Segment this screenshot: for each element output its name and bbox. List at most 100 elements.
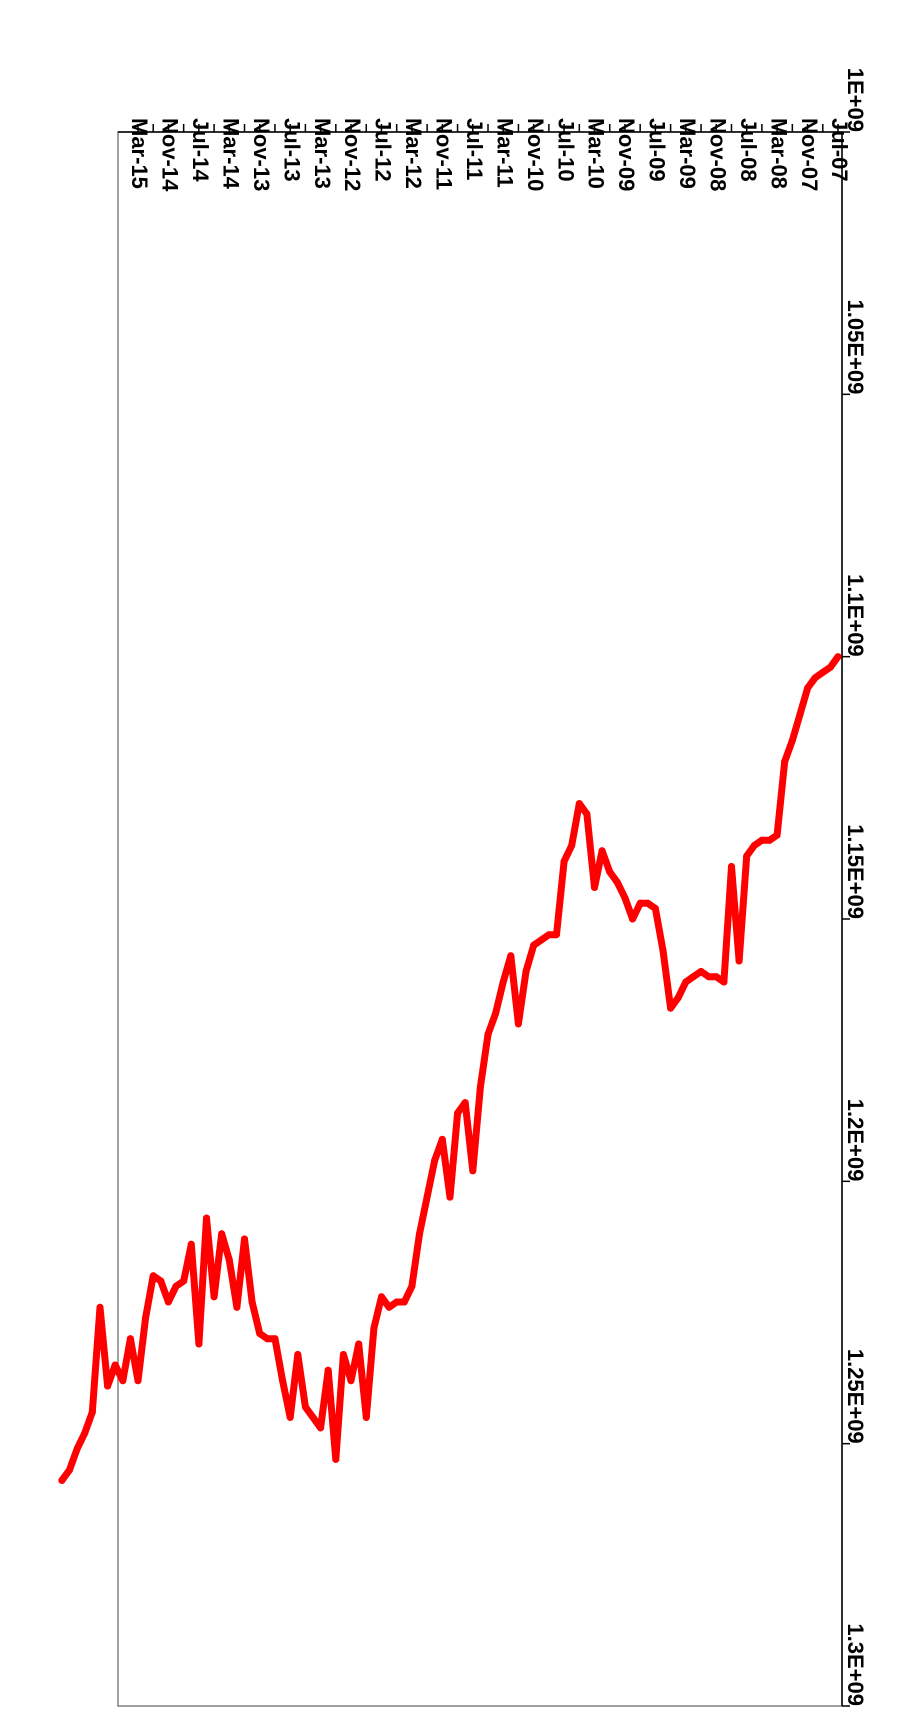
data-point-57 <box>400 1298 408 1306</box>
data-point-76 <box>256 1330 264 1337</box>
y-tick-label-1: 1.05E+09 <box>843 300 868 395</box>
x-tick-label-19: Nov-13 <box>249 118 274 191</box>
data-point-96 <box>104 1382 112 1390</box>
data-point-46 <box>484 1030 492 1038</box>
data-point-23 <box>659 947 667 954</box>
data-point-79 <box>233 1303 241 1311</box>
data-point-22 <box>667 1004 675 1012</box>
data-point-61 <box>370 1324 378 1332</box>
data-point-44 <box>499 978 507 986</box>
x-tick-label-6: Jul-09 <box>645 118 670 182</box>
data-point-81 <box>218 1230 226 1238</box>
data-point-24 <box>651 905 659 912</box>
data-point-82 <box>210 1293 218 1301</box>
data-point-27 <box>629 915 637 923</box>
data-point-52 <box>438 1135 446 1143</box>
data-point-47 <box>476 1083 484 1091</box>
x-tick-label-5: Mar-09 <box>675 118 700 189</box>
data-point-9 <box>766 836 773 844</box>
data-point-34 <box>575 800 583 808</box>
x-tick-label-9: Jul-10 <box>553 118 578 182</box>
data-point-14 <box>728 863 735 870</box>
x-tick-label-7: Nov-09 <box>614 118 639 191</box>
y-tick-label-4: 1.2E+09 <box>843 1099 868 1182</box>
data-point-18 <box>697 968 705 975</box>
data-point-78 <box>241 1235 248 1243</box>
y-tick-label-5: 1.25E+09 <box>843 1349 868 1444</box>
y-tick-label-0: 1E+09 <box>843 68 868 132</box>
data-point-48 <box>469 1167 477 1175</box>
x-tick-label-8: Mar-10 <box>584 118 609 189</box>
data-point-68 <box>317 1424 325 1432</box>
data-point-88 <box>164 1298 172 1306</box>
data-point-67 <box>324 1366 332 1374</box>
data-point-19 <box>689 973 697 981</box>
data-point-99 <box>81 1429 89 1437</box>
data-point-71 <box>294 1351 302 1358</box>
data-point-15 <box>720 978 728 986</box>
data-point-73 <box>279 1377 287 1385</box>
data-point-84 <box>195 1340 203 1348</box>
data-point-45 <box>492 1009 500 1017</box>
x-tick-label-18: Jul-13 <box>279 118 304 182</box>
data-point-37 <box>553 931 560 939</box>
data-point-25 <box>644 899 652 907</box>
data-point-77 <box>248 1298 256 1306</box>
data-point-32 <box>591 884 598 891</box>
data-point-2 <box>819 668 827 676</box>
plot-area-border <box>117 131 843 1707</box>
data-point-20 <box>682 978 690 986</box>
x-tick-label-12: Jul-11 <box>462 118 487 180</box>
data-point-89 <box>157 1277 165 1285</box>
data-point-5 <box>796 710 804 718</box>
data-point-101 <box>66 1466 73 1474</box>
data-point-35 <box>568 842 576 849</box>
data-point-97 <box>96 1303 104 1311</box>
data-point-74 <box>271 1335 279 1343</box>
data-point-12 <box>743 852 751 860</box>
data-point-50 <box>454 1109 462 1117</box>
data-point-59 <box>385 1303 393 1311</box>
series-group <box>58 653 842 1484</box>
x-tick-label-17: Mar-13 <box>310 118 335 189</box>
data-point-65 <box>339 1351 347 1358</box>
data-point-36 <box>560 857 568 865</box>
data-point-100 <box>73 1445 81 1453</box>
data-point-30 <box>606 868 614 876</box>
data-point-28 <box>621 894 629 902</box>
x-tick-label-1: Nov-07 <box>797 118 822 191</box>
data-point-93 <box>126 1335 134 1343</box>
data-point-66 <box>332 1455 340 1463</box>
data-point-95 <box>111 1361 119 1369</box>
data-point-92 <box>134 1377 142 1385</box>
y-axis-ticks <box>842 131 850 1707</box>
data-point-41 <box>522 968 530 975</box>
data-point-62 <box>362 1413 370 1421</box>
data-point-63 <box>355 1340 363 1348</box>
data-point-38 <box>545 931 553 939</box>
data-point-7 <box>781 758 789 766</box>
data-point-42 <box>514 1020 522 1028</box>
data-point-72 <box>286 1413 294 1421</box>
x-tick-label-21: Jul-14 <box>188 118 213 182</box>
data-point-13 <box>735 957 743 965</box>
data-point-98 <box>88 1408 96 1416</box>
x-tick-label-4: Nov-08 <box>705 118 730 191</box>
data-point-51 <box>446 1193 454 1201</box>
data-point-53 <box>431 1156 439 1164</box>
x-tick-label-0: Jul-07 <box>827 118 852 182</box>
data-point-6 <box>788 737 796 745</box>
data-point-70 <box>301 1403 309 1411</box>
data-point-87 <box>172 1282 180 1290</box>
x-tick-label-20: Mar-14 <box>218 118 243 190</box>
data-point-16 <box>712 973 720 981</box>
y-tick-label-2: 1.1E+09 <box>843 574 868 657</box>
data-point-49 <box>461 1099 469 1107</box>
data-point-10 <box>758 836 766 844</box>
data-point-56 <box>408 1282 416 1290</box>
data-point-102 <box>58 1476 66 1484</box>
data-point-69 <box>309 1413 317 1421</box>
data-point-8 <box>773 831 781 839</box>
data-point-54 <box>423 1193 431 1201</box>
x-tick-label-3: Jul-08 <box>736 118 761 182</box>
